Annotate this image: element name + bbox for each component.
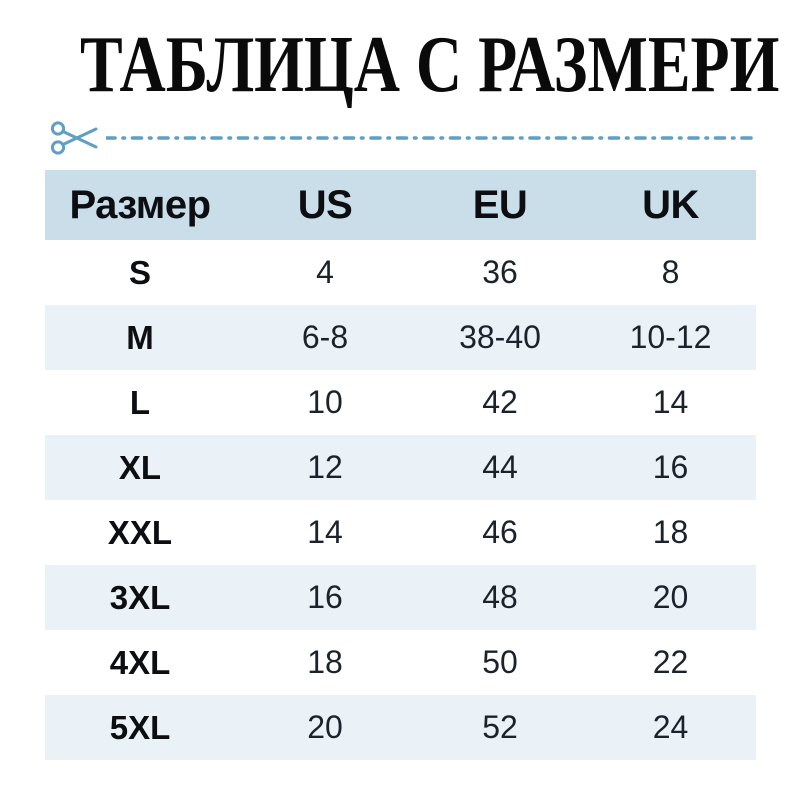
scissors-icon: [50, 121, 98, 155]
size-label-cell: 5XL: [109, 708, 171, 746]
uk-value-cell: 10-12: [629, 319, 712, 355]
uk-value-cell: 8: [661, 254, 680, 290]
page-title: ТАБЛИЦА С РАЗМЕРИ: [80, 21, 780, 109]
size-table-body: S 4 36 8 M 6-8 38-40 10-12 L 10 42 14 XL…: [45, 240, 756, 760]
eu-value-cell: 50: [482, 644, 518, 680]
table-row: XXL 14 46 18: [45, 500, 756, 565]
size-label-cell: S: [128, 253, 151, 291]
size-label-cell: 4XL: [109, 643, 171, 681]
uk-value-cell: 24: [652, 709, 689, 745]
header-cell-eu: EU: [472, 182, 528, 227]
uk-value-cell: 20: [652, 579, 689, 615]
size-table-header: Размер US EU UK: [45, 170, 756, 240]
us-value-cell: 20: [307, 709, 343, 745]
uk-value-cell: 18: [652, 514, 689, 550]
size-label-cell: XXL: [107, 513, 173, 551]
us-value-cell: 10: [307, 384, 343, 420]
eu-value-cell: 36: [482, 254, 518, 290]
eu-value-cell: 44: [482, 449, 518, 485]
header-cell-uk: UK: [642, 182, 699, 227]
us-value-cell: 6-8: [301, 319, 349, 355]
size-label-cell: 3XL: [109, 578, 171, 616]
eu-value-cell: 42: [482, 384, 518, 420]
header-cell-size: Размер: [69, 182, 211, 227]
table-row: 5XL 20 52 24: [45, 695, 756, 760]
table-row: M 6-8 38-40 10-12: [45, 305, 756, 370]
eu-value-cell: 38-40: [459, 319, 541, 355]
size-label-cell: XL: [118, 448, 162, 486]
us-value-cell: 14: [307, 514, 343, 550]
us-value-cell: 4: [316, 254, 334, 290]
table-row: L 10 42 14: [45, 370, 756, 435]
dash-dot-line: [106, 136, 758, 140]
header-cell-us: US: [297, 182, 353, 227]
eu-value-cell: 52: [482, 709, 518, 745]
table-row: S 4 36 8: [45, 240, 756, 305]
uk-value-cell: 14: [652, 384, 689, 420]
table-row: XL 12 44 16: [45, 435, 756, 500]
size-chart-page: ТАБЛИЦА С РАЗМЕРИ Размер US EU UK S 4 36…: [0, 21, 800, 800]
eu-value-cell: 48: [482, 579, 518, 615]
us-value-cell: 18: [307, 644, 343, 680]
size-table: Размер US EU UK S 4 36 8 M 6-8 38-40 10-…: [45, 170, 756, 760]
us-value-cell: 16: [307, 579, 343, 615]
table-row: 3XL 16 48 20: [45, 565, 756, 630]
uk-value-cell: 16: [652, 449, 689, 485]
cut-line-divider: [0, 115, 800, 161]
uk-value-cell: 22: [652, 644, 689, 680]
us-value-cell: 12: [307, 449, 343, 485]
size-label-cell: L: [129, 383, 151, 421]
table-row: 4XL 18 50 22: [45, 630, 756, 695]
eu-value-cell: 46: [482, 514, 518, 550]
size-label-cell: M: [126, 318, 154, 356]
